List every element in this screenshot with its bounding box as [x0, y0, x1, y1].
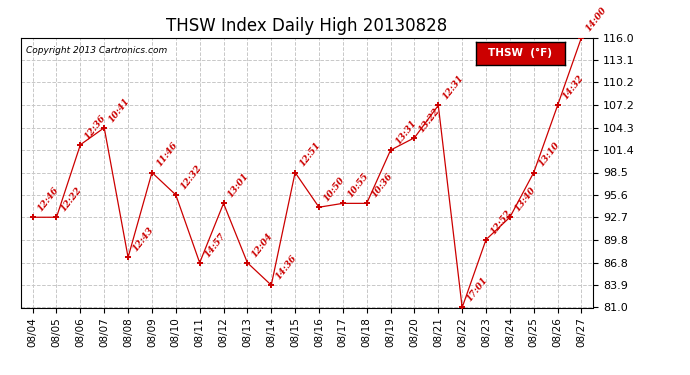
Text: 12:31: 12:31 [441, 74, 466, 102]
Text: 14:57: 14:57 [203, 231, 227, 259]
Text: 17:01: 17:01 [465, 276, 490, 304]
Text: 13:31: 13:31 [393, 118, 418, 146]
Text: 12:36: 12:36 [83, 113, 108, 141]
Text: 12:43: 12:43 [131, 226, 155, 254]
Text: 13:01: 13:01 [226, 172, 251, 200]
Text: 14:32: 14:32 [560, 74, 585, 102]
Text: 10:55: 10:55 [346, 172, 371, 200]
Text: 11:46: 11:46 [155, 141, 179, 169]
Text: 14:36: 14:36 [274, 254, 299, 281]
Text: 14:00: 14:00 [584, 6, 609, 34]
Text: 10:50: 10:50 [322, 176, 346, 203]
Text: 12:51: 12:51 [298, 141, 322, 169]
Text: 12:32: 12:32 [179, 163, 204, 191]
Text: 12:04: 12:04 [250, 231, 275, 259]
Text: 12:22: 12:22 [59, 186, 84, 213]
Text: 12:52: 12:52 [489, 208, 513, 236]
Text: 10:41: 10:41 [107, 96, 132, 124]
Text: 10:36: 10:36 [370, 172, 394, 200]
Text: 13:22: 13:22 [417, 106, 442, 134]
Text: 13:10: 13:10 [537, 141, 561, 169]
Text: Copyright 2013 Cartronics.com: Copyright 2013 Cartronics.com [26, 46, 168, 55]
Text: 13:40: 13:40 [513, 186, 538, 213]
Text: 12:46: 12:46 [35, 186, 60, 213]
Title: THSW Index Daily High 20130828: THSW Index Daily High 20130828 [166, 16, 448, 34]
